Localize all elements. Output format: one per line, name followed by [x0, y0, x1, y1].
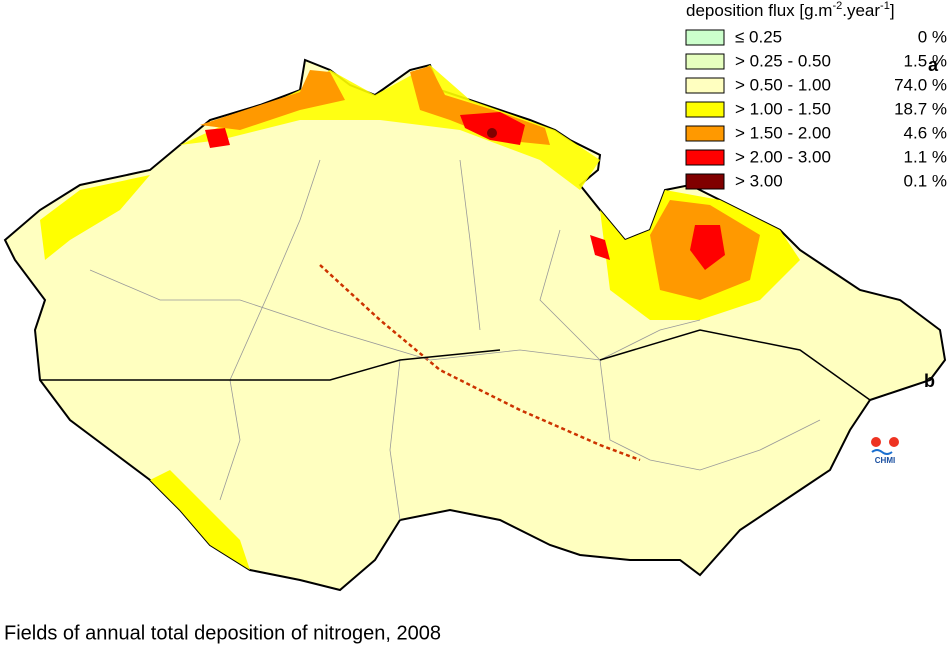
legend-share: 18.7 % [894, 99, 947, 118]
legend-share: 1.1 % [904, 147, 947, 166]
legend-label: > 3.00 [735, 171, 783, 190]
legend-swatch [685, 101, 725, 118]
legend-swatch [685, 125, 725, 142]
legend-share: 0.1 % [904, 171, 947, 190]
legend-label: > 0.50 - 1.00 [735, 75, 831, 94]
legend-title-part: .year [842, 1, 880, 20]
legend-swatch [685, 149, 725, 166]
caption: Fields of annual total deposition of nit… [4, 622, 441, 644]
legend-title-sup: -1 [880, 0, 890, 12]
deposition-areas [40, 65, 800, 570]
legend-label: > 2.00 - 3.00 [735, 147, 831, 166]
marker-label: a [928, 55, 939, 75]
legend-swatch [685, 53, 725, 70]
legend-share: 0 % [918, 27, 947, 46]
legend-swatch [685, 29, 725, 46]
legend-label: ≤ 0.25 [735, 27, 782, 46]
logo: CHMI [871, 437, 899, 465]
legend: ≤ 0.25 0 % > 0.25 - 0.50 1.5 % > 0.50 - 1.00… [685, 27, 947, 190]
legend-swatch [685, 173, 725, 190]
legend-label: > 1.50 - 2.00 [735, 123, 831, 142]
legend-share: 74.0 % [894, 75, 947, 94]
map: a b CHMI [3, 55, 947, 592]
region-borders [89, 159, 821, 521]
legend-title-part: ] [890, 1, 895, 20]
legend-swatch [685, 77, 725, 94]
legend-title-part: deposition flux [g.m [686, 1, 832, 20]
marker-label: b [924, 371, 935, 391]
logo-text: CHMI [875, 456, 895, 465]
legend-title-sup: -2 [832, 0, 842, 12]
legend-label: > 0.25 - 0.50 [735, 51, 831, 70]
legend-title: deposition flux [g.m-2.year-1] [686, 0, 895, 20]
legend-label: > 1.00 - 1.50 [735, 99, 831, 118]
legend-share: 1.5 % [904, 51, 947, 70]
legend-share: 4.6 % [904, 123, 947, 142]
